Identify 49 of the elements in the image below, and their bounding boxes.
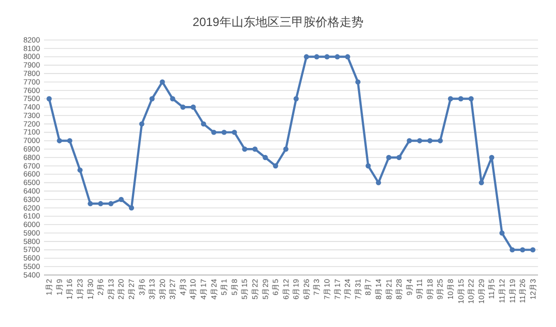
point bbox=[170, 96, 176, 102]
point bbox=[200, 121, 206, 127]
point bbox=[510, 247, 515, 252]
point bbox=[56, 138, 62, 144]
point bbox=[304, 54, 310, 60]
point bbox=[530, 247, 536, 252]
point bbox=[458, 96, 464, 102]
point bbox=[294, 96, 299, 102]
point bbox=[190, 104, 196, 110]
point bbox=[262, 154, 268, 160]
point bbox=[222, 130, 227, 135]
point bbox=[314, 54, 320, 60]
point bbox=[406, 138, 412, 144]
point bbox=[46, 96, 52, 102]
point bbox=[489, 154, 494, 160]
point bbox=[448, 96, 454, 102]
point bbox=[324, 54, 330, 60]
point bbox=[108, 201, 114, 206]
point bbox=[211, 130, 216, 135]
point bbox=[77, 167, 83, 173]
point bbox=[272, 163, 278, 168]
point bbox=[468, 96, 474, 102]
point bbox=[345, 54, 350, 60]
point bbox=[118, 196, 124, 202]
point bbox=[283, 146, 288, 152]
point bbox=[98, 201, 104, 206]
point bbox=[252, 146, 258, 152]
point bbox=[88, 201, 93, 206]
point bbox=[376, 180, 382, 186]
point bbox=[149, 96, 155, 102]
point bbox=[242, 146, 248, 152]
point bbox=[386, 154, 392, 160]
point bbox=[160, 79, 165, 85]
point bbox=[334, 54, 340, 60]
point bbox=[499, 230, 505, 236]
point bbox=[139, 121, 144, 127]
chart-title: 2019年山东地区三甲胺价格走势 bbox=[192, 15, 364, 29]
point bbox=[427, 138, 433, 144]
point bbox=[232, 130, 237, 135]
point bbox=[478, 180, 484, 186]
point bbox=[520, 247, 526, 252]
point bbox=[438, 138, 443, 144]
point bbox=[67, 138, 72, 144]
point bbox=[417, 138, 422, 144]
point bbox=[180, 104, 186, 110]
point bbox=[128, 205, 134, 210]
point bbox=[396, 154, 402, 160]
point bbox=[355, 79, 360, 85]
point bbox=[366, 163, 371, 168]
